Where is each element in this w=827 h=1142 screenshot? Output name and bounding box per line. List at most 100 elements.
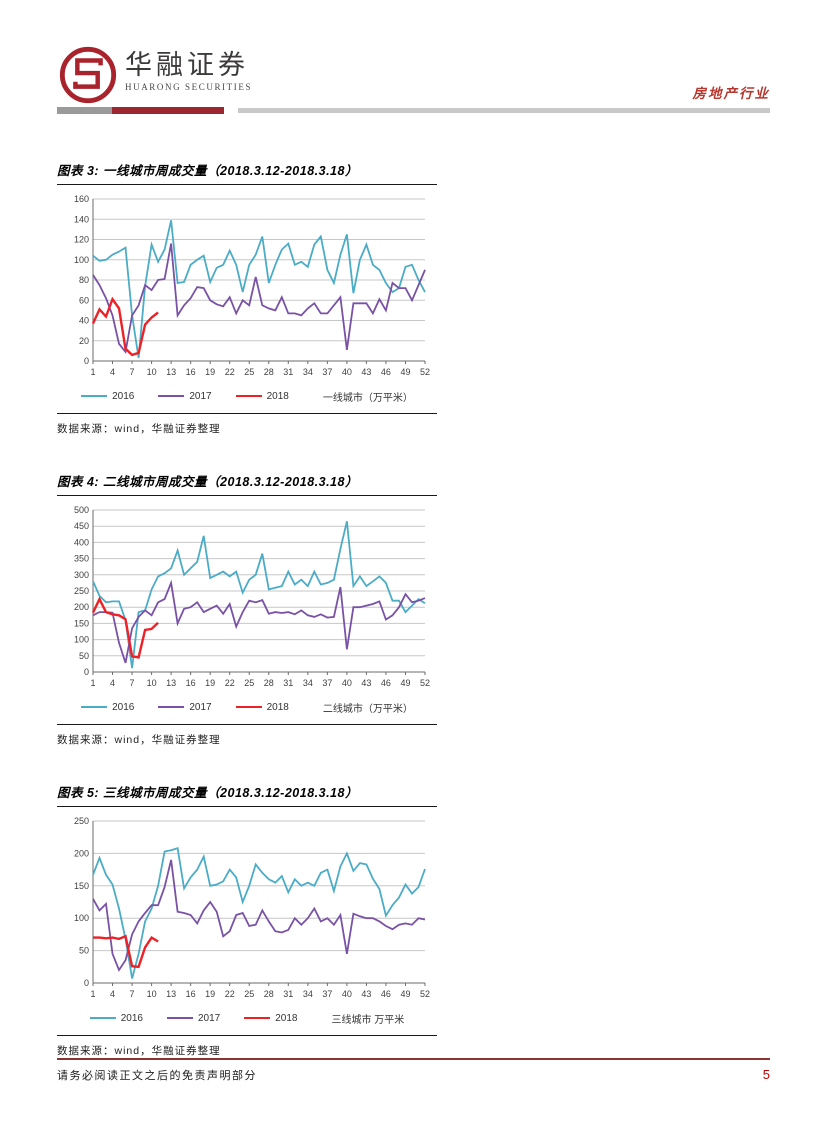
data-source-row: 数据来源：wind，华融证券整理	[57, 413, 437, 436]
x-tick-label: 52	[420, 989, 430, 999]
legend-item-2017: 2017	[166, 1012, 221, 1024]
chart-legend: 2016 2017 2018 一线城市（万平米）	[57, 387, 437, 405]
figure-title: 图表 5: 三线城市周成交量（2018.3.12-2018.3.18）	[57, 782, 437, 807]
legend-label: 2017	[197, 1012, 221, 1024]
y-tick-label: 80	[79, 275, 89, 285]
legend-unit-label: 二线城市（万平米）	[322, 703, 413, 715]
y-tick-label: 300	[74, 570, 89, 580]
x-tick-label: 43	[361, 989, 371, 999]
tier3-line-chart: 0 50 100 150 200 250 1 4 7 10 13 16 19 22 25 28 31 34 37 40…	[74, 816, 430, 999]
x-tick-label: 19	[205, 678, 215, 688]
x-tick-label: 40	[342, 678, 352, 688]
legend-item-2016: 2016	[81, 702, 134, 713]
legend-unit-label: 一线城市（万平米）	[322, 392, 413, 404]
legend-label: 2016	[112, 701, 135, 713]
series-line-2016	[92, 220, 426, 359]
legend-swatch	[158, 395, 185, 397]
x-tick-label: 40	[342, 367, 352, 377]
x-tick-label: 52	[420, 367, 430, 377]
data-source-text: 数据来源：wind，华融证券整理	[57, 734, 221, 746]
y-tick-label: 100	[74, 255, 89, 265]
y-tick-label: 100	[74, 913, 89, 923]
x-tick-label: 31	[283, 367, 293, 377]
x-tick-label: 22	[225, 678, 235, 688]
x-tick-label: 34	[303, 989, 313, 999]
x-tick-label: 52	[420, 678, 430, 688]
series-line-2017	[92, 579, 426, 664]
x-tick-label: 22	[225, 989, 235, 999]
legend-swatch	[89, 1017, 116, 1019]
y-tick-label: 200	[74, 602, 89, 612]
x-tick-label: 25	[244, 989, 254, 999]
chart-legend: 2016 2017 2018 二线城市（万平米）	[57, 698, 437, 716]
y-tick-label: 0	[84, 356, 89, 366]
industry-label: 房地产行业	[692, 86, 770, 101]
x-tick-label: 13	[166, 367, 176, 377]
x-tick-label: 43	[361, 367, 371, 377]
legend-item-2018: 2018	[235, 390, 289, 402]
legend-unit-label: 三线城市 万平米	[331, 1014, 405, 1026]
x-tick-label: 7	[130, 367, 135, 377]
figure-4-tier2-weekly-volume: 图表 4: 二线城市周成交量（2018.3.12-2018.3.18） 0 50 1…	[57, 471, 437, 747]
legend-item-2018: 2018	[235, 702, 289, 713]
x-tick-label: 46	[381, 989, 391, 999]
y-tick-label: 200	[74, 848, 89, 858]
series-line-2016	[92, 847, 426, 979]
legend-swatch	[81, 395, 108, 397]
x-tick-label: 7	[130, 678, 135, 688]
x-tick-label: 13	[166, 678, 176, 688]
y-tick-label: 0	[84, 667, 89, 677]
x-tick-label: 28	[264, 367, 274, 377]
x-tick-label: 13	[166, 989, 176, 999]
legend-item-2016: 2016	[81, 391, 134, 402]
legend-label: 2018	[266, 390, 289, 402]
data-source-row: 数据来源：wind，华融证券整理	[57, 1035, 437, 1058]
x-tick-label: 49	[400, 367, 410, 377]
y-tick-label: 250	[74, 816, 89, 826]
tier1-line-chart: 0 20 40 60 80 100 120 140 160 1 4 7 10 13 16 19 22 25 28 31…	[74, 194, 430, 377]
brand-block: 华融证券 HUARONG SECURITIES	[125, 50, 252, 92]
x-tick-label: 43	[361, 678, 371, 688]
figure-3-tier1-weekly-volume: 图表 3: 一线城市周成交量（2018.3.12-2018.3.18） 0 20 4…	[57, 160, 437, 436]
y-tick-label: 100	[74, 635, 89, 645]
figure-title: 图表 4: 二线城市周成交量（2018.3.12-2018.3.18）	[57, 471, 437, 496]
x-tick-label: 1	[90, 989, 95, 999]
x-tick-label: 19	[205, 989, 215, 999]
x-tick-label: 22	[225, 367, 235, 377]
series-line-2018	[91, 296, 159, 357]
x-tick-label: 37	[322, 678, 332, 688]
x-tick-label: 34	[303, 678, 313, 688]
data-source-row: 数据来源：wind，华融证券整理	[57, 724, 437, 747]
page-header: 华融证券 HUARONG SECURITIES 房地产行业	[57, 44, 770, 116]
disclaimer-text: 请务必阅读正文之后的免责声明部分	[57, 1070, 257, 1082]
x-tick-label: 37	[322, 989, 332, 999]
y-tick-label: 50	[79, 946, 89, 956]
legend-label: 2017	[189, 701, 212, 713]
legend-swatch	[244, 1017, 271, 1019]
x-tick-label: 25	[244, 367, 254, 377]
series-line-2018	[93, 934, 159, 969]
y-tick-label: 350	[74, 554, 89, 564]
y-tick-label: 150	[74, 881, 89, 891]
y-tick-label: 400	[74, 537, 89, 547]
figure-title: 图表 3: 一线城市周成交量（2018.3.12-2018.3.18）	[57, 160, 437, 185]
x-tick-label: 7	[130, 989, 135, 999]
chart-legend: 2016 2017 2018 三线城市 万平米	[57, 1009, 437, 1027]
x-tick-label: 1	[90, 367, 95, 377]
x-tick-label: 49	[400, 989, 410, 999]
divider-gray-segment	[57, 107, 112, 114]
legend-label: 2016	[120, 1012, 143, 1024]
data-source-text: 数据来源：wind，华融证券整理	[57, 1045, 221, 1057]
y-tick-label: 60	[79, 295, 89, 305]
legend-label: 2018	[275, 1012, 298, 1024]
series-line-2018	[91, 596, 159, 659]
legend-item-2017: 2017	[158, 391, 212, 402]
x-tick-label: 10	[147, 989, 157, 999]
figure-5-tier3-weekly-volume: 图表 5: 三线城市周成交量（2018.3.12-2018.3.18） 0 50 1…	[57, 782, 437, 1058]
page-footer: 请务必阅读正文之后的免责声明部分 5	[57, 1058, 770, 1083]
tier2-line-chart: 0 50 100 150 200 250 300 350 400 450 500 1 4 7 10 13 16 1…	[74, 505, 430, 688]
x-tick-label: 4	[110, 367, 115, 377]
x-tick-label: 28	[264, 989, 274, 999]
brand-name-en: HUARONG SECURITIES	[125, 82, 253, 92]
y-tick-label: 120	[74, 235, 89, 245]
